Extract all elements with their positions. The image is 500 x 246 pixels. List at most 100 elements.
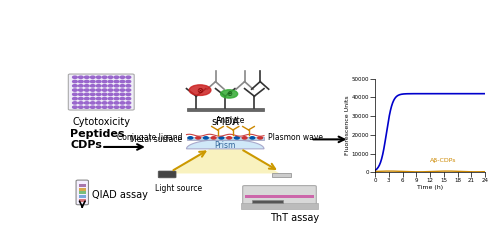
Circle shape	[120, 106, 125, 108]
Circle shape	[78, 89, 83, 91]
Circle shape	[114, 102, 119, 104]
Bar	[186, 108, 264, 111]
FancyBboxPatch shape	[158, 171, 176, 178]
Circle shape	[114, 80, 119, 83]
Circle shape	[84, 89, 89, 91]
Circle shape	[114, 106, 119, 108]
Circle shape	[84, 80, 89, 83]
Text: Cytotoxicity: Cytotoxicity	[72, 117, 130, 127]
Circle shape	[72, 89, 77, 91]
Circle shape	[242, 137, 247, 139]
Circle shape	[120, 97, 125, 100]
Bar	[244, 195, 314, 198]
Circle shape	[114, 93, 119, 95]
Circle shape	[219, 137, 224, 139]
Circle shape	[102, 93, 107, 95]
Circle shape	[114, 97, 119, 100]
Circle shape	[78, 106, 83, 108]
Circle shape	[96, 102, 101, 104]
Text: Plasmon wave: Plasmon wave	[268, 133, 323, 142]
Text: ThT assay: ThT assay	[270, 213, 320, 223]
Circle shape	[84, 106, 89, 108]
Circle shape	[96, 85, 101, 87]
Circle shape	[102, 85, 107, 87]
Circle shape	[102, 89, 107, 91]
Circle shape	[78, 93, 83, 95]
Circle shape	[120, 76, 125, 78]
Text: sFIDA: sFIDA	[212, 117, 239, 127]
Polygon shape	[171, 149, 280, 173]
Circle shape	[126, 80, 130, 83]
Circle shape	[126, 76, 130, 78]
Circle shape	[96, 76, 101, 78]
Circle shape	[90, 85, 95, 87]
Circle shape	[102, 106, 107, 108]
Bar	[79, 199, 86, 202]
Circle shape	[72, 102, 77, 104]
Circle shape	[90, 106, 95, 108]
FancyBboxPatch shape	[242, 185, 316, 205]
Bar	[79, 195, 86, 198]
Bar	[79, 184, 86, 187]
Circle shape	[102, 102, 107, 104]
Polygon shape	[186, 139, 264, 149]
Circle shape	[258, 137, 262, 139]
Circle shape	[72, 97, 77, 100]
Circle shape	[108, 80, 113, 83]
Circle shape	[90, 89, 95, 91]
Circle shape	[78, 80, 83, 83]
Y-axis label: Fluorescence Units: Fluorescence Units	[345, 96, 350, 155]
Bar	[241, 203, 318, 210]
Circle shape	[90, 102, 95, 104]
Circle shape	[189, 85, 211, 95]
Circle shape	[120, 102, 125, 104]
Circle shape	[96, 80, 101, 83]
Circle shape	[84, 97, 89, 100]
Circle shape	[114, 85, 119, 87]
Text: Prism: Prism	[214, 140, 236, 150]
Circle shape	[220, 90, 238, 98]
Circle shape	[126, 102, 130, 104]
Circle shape	[72, 85, 77, 87]
Circle shape	[196, 137, 200, 139]
Circle shape	[126, 97, 130, 100]
Circle shape	[84, 85, 89, 87]
X-axis label: Time (h): Time (h)	[417, 185, 443, 190]
Circle shape	[108, 76, 113, 78]
Circle shape	[84, 102, 89, 104]
Circle shape	[96, 97, 101, 100]
Circle shape	[188, 137, 192, 139]
Circle shape	[108, 102, 113, 104]
Text: Analyte: Analyte	[216, 116, 246, 125]
Circle shape	[78, 85, 83, 87]
Circle shape	[84, 76, 89, 78]
Circle shape	[227, 137, 232, 139]
Circle shape	[126, 93, 130, 95]
Text: ⊕: ⊕	[226, 91, 232, 97]
FancyBboxPatch shape	[68, 74, 134, 110]
Circle shape	[126, 89, 130, 91]
Circle shape	[78, 76, 83, 78]
Circle shape	[108, 93, 113, 95]
Circle shape	[78, 97, 83, 100]
Circle shape	[234, 137, 239, 139]
Bar	[272, 172, 291, 177]
Text: Aβ-CDPs: Aβ-CDPs	[430, 158, 456, 163]
Circle shape	[114, 89, 119, 91]
Circle shape	[96, 89, 101, 91]
Circle shape	[126, 85, 130, 87]
Circle shape	[72, 76, 77, 78]
Circle shape	[90, 76, 95, 78]
Text: ⊗: ⊗	[196, 86, 203, 95]
Text: Light source: Light source	[155, 184, 202, 193]
Circle shape	[96, 106, 101, 108]
Circle shape	[250, 137, 254, 139]
Circle shape	[114, 76, 119, 78]
Circle shape	[72, 93, 77, 95]
Bar	[252, 200, 284, 203]
Circle shape	[78, 102, 83, 104]
FancyBboxPatch shape	[76, 180, 88, 205]
Circle shape	[212, 137, 216, 139]
Text: Conjugate ligand: Conjugate ligand	[117, 133, 182, 142]
Circle shape	[120, 80, 125, 83]
